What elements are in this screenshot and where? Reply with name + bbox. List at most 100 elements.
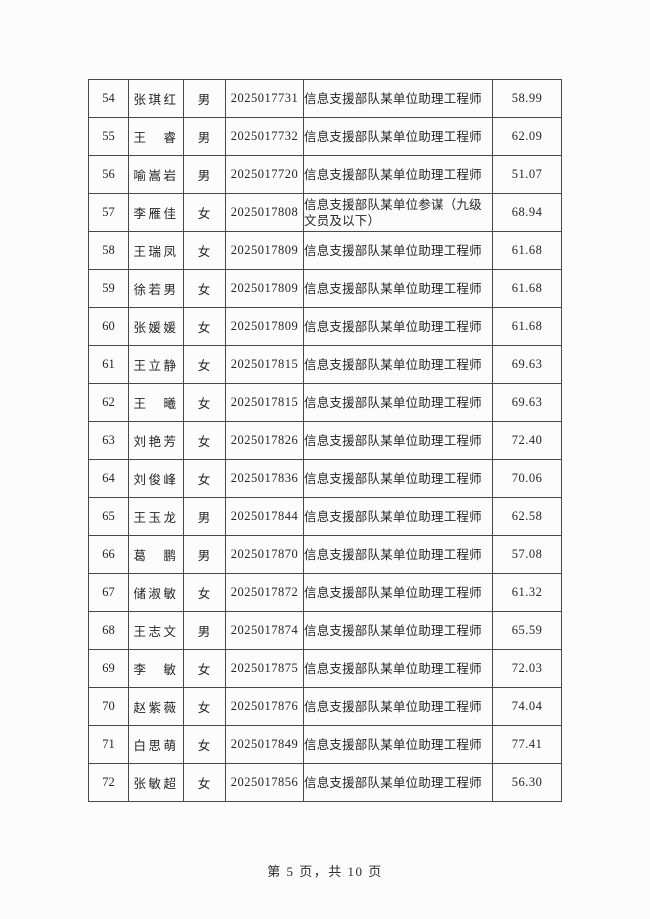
cell-name: 张敏超	[128, 763, 184, 802]
cell-row-number: 62	[88, 383, 129, 422]
table-row: 68 王志文 男 2025017874 信息支援部队某单位助理工程师 65.59	[88, 611, 562, 650]
cell-gender: 女	[183, 383, 226, 422]
table-row: 56 喻嵩岩 男 2025017720 信息支援部队某单位助理工程师 51.07	[88, 155, 562, 194]
cell-score: 69.63	[492, 345, 562, 384]
cell-score: 61.68	[492, 269, 562, 308]
cell-position: 信息支援部队某单位助理工程师	[303, 345, 493, 384]
cell-position: 信息支援部队某单位助理工程师	[303, 155, 493, 194]
cell-name: 刘艳芳	[128, 421, 184, 460]
cell-score: 72.03	[492, 649, 562, 688]
cell-name: 张媛媛	[128, 307, 184, 346]
cell-row-number: 70	[88, 687, 129, 726]
cell-position: 信息支援部队某单位助理工程师	[303, 573, 493, 612]
table-body: 54 张琪红 男 2025017731 信息支援部队某单位助理工程师 58.99…	[88, 79, 562, 802]
cell-name: 徐若男	[128, 269, 184, 308]
cell-gender: 男	[183, 535, 226, 574]
cell-row-number: 57	[88, 193, 129, 232]
cell-name: 储淑敏	[128, 573, 184, 612]
cell-name: 王志文	[128, 611, 184, 650]
cell-gender: 女	[183, 763, 226, 802]
cell-name: 李雁佳	[128, 193, 184, 232]
cell-score: 62.09	[492, 117, 562, 156]
cell-score: 57.08	[492, 535, 562, 574]
cell-row-number: 59	[88, 269, 129, 308]
cell-gender: 女	[183, 421, 226, 460]
cell-position: 信息支援部队某单位助理工程师	[303, 649, 493, 688]
table-row: 60 张媛媛 女 2025017809 信息支援部队某单位助理工程师 61.68	[88, 307, 562, 346]
cell-gender: 男	[183, 117, 226, 156]
table-row: 61 王立静 女 2025017815 信息支援部队某单位助理工程师 69.63	[88, 345, 562, 384]
cell-row-number: 55	[88, 117, 129, 156]
cell-position: 信息支援部队某单位助理工程师	[303, 79, 493, 118]
cell-position: 信息支援部队某单位助理工程师	[303, 383, 493, 422]
cell-exam-id: 2025017826	[225, 421, 304, 460]
table-row: 57 李雁佳 女 2025017808 信息支援部队某单位参谋（九级文员及以下）…	[88, 193, 562, 232]
cell-position: 信息支援部队某单位助理工程师	[303, 687, 493, 726]
cell-gender: 男	[183, 79, 226, 118]
cell-score: 56.30	[492, 763, 562, 802]
cell-score: 51.07	[492, 155, 562, 194]
table-row: 72 张敏超 女 2025017856 信息支援部队某单位助理工程师 56.30	[88, 763, 562, 802]
cell-exam-id: 2025017876	[225, 687, 304, 726]
cell-row-number: 61	[88, 345, 129, 384]
cell-exam-id: 2025017809	[225, 269, 304, 308]
cell-position: 信息支援部队某单位助理工程师	[303, 231, 493, 270]
cell-position: 信息支援部队某单位助理工程师	[303, 307, 493, 346]
cell-score: 61.32	[492, 573, 562, 612]
results-table: 54 张琪红 男 2025017731 信息支援部队某单位助理工程师 58.99…	[88, 79, 562, 802]
cell-gender: 女	[183, 725, 226, 764]
table-row: 62 王 曦 女 2025017815 信息支援部队某单位助理工程师 69.63	[88, 383, 562, 422]
cell-exam-id: 2025017872	[225, 573, 304, 612]
cell-exam-id: 2025017732	[225, 117, 304, 156]
cell-name: 李 敏	[128, 649, 184, 688]
cell-name: 张琪红	[128, 79, 184, 118]
cell-name: 王立静	[128, 345, 184, 384]
cell-score: 61.68	[492, 307, 562, 346]
cell-exam-id: 2025017875	[225, 649, 304, 688]
cell-position: 信息支援部队某单位助理工程师	[303, 725, 493, 764]
cell-row-number: 66	[88, 535, 129, 574]
cell-score: 68.94	[492, 193, 562, 232]
cell-gender: 女	[183, 231, 226, 270]
cell-gender: 男	[183, 497, 226, 536]
cell-score: 70.06	[492, 459, 562, 498]
cell-score: 62.58	[492, 497, 562, 536]
cell-score: 74.04	[492, 687, 562, 726]
table-row: 67 储淑敏 女 2025017872 信息支援部队某单位助理工程师 61.32	[88, 573, 562, 612]
cell-exam-id: 2025017874	[225, 611, 304, 650]
cell-position: 信息支援部队某单位助理工程师	[303, 611, 493, 650]
cell-gender: 女	[183, 687, 226, 726]
cell-score: 69.63	[492, 383, 562, 422]
cell-name: 白思萌	[128, 725, 184, 764]
cell-row-number: 58	[88, 231, 129, 270]
table-row: 71 白思萌 女 2025017849 信息支援部队某单位助理工程师 77.41	[88, 725, 562, 764]
cell-name: 赵紫薇	[128, 687, 184, 726]
cell-position: 信息支援部队某单位助理工程师	[303, 269, 493, 308]
cell-exam-id: 2025017720	[225, 155, 304, 194]
cell-gender: 男	[183, 155, 226, 194]
table-row: 54 张琪红 男 2025017731 信息支援部队某单位助理工程师 58.99	[88, 79, 562, 118]
cell-row-number: 64	[88, 459, 129, 498]
table-row: 69 李 敏 女 2025017875 信息支援部队某单位助理工程师 72.03	[88, 649, 562, 688]
cell-gender: 女	[183, 459, 226, 498]
cell-exam-id: 2025017809	[225, 231, 304, 270]
cell-gender: 女	[183, 573, 226, 612]
cell-position: 信息支援部队某单位参谋（九级文员及以下）	[303, 193, 493, 232]
cell-exam-id: 2025017856	[225, 763, 304, 802]
cell-position: 信息支援部队某单位助理工程师	[303, 421, 493, 460]
cell-name: 王 睿	[128, 117, 184, 156]
cell-gender: 女	[183, 307, 226, 346]
cell-row-number: 71	[88, 725, 129, 764]
cell-exam-id: 2025017836	[225, 459, 304, 498]
cell-position: 信息支援部队某单位助理工程师	[303, 535, 493, 574]
cell-row-number: 56	[88, 155, 129, 194]
cell-name: 王瑞凤	[128, 231, 184, 270]
cell-row-number: 54	[88, 79, 129, 118]
cell-name: 刘俊峰	[128, 459, 184, 498]
cell-exam-id: 2025017844	[225, 497, 304, 536]
cell-name: 葛 鹏	[128, 535, 184, 574]
cell-score: 58.99	[492, 79, 562, 118]
cell-row-number: 63	[88, 421, 129, 460]
page-footer: 第 5 页，共 10 页	[267, 864, 383, 879]
